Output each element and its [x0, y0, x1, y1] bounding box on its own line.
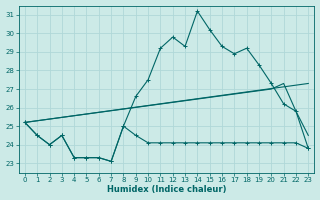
X-axis label: Humidex (Indice chaleur): Humidex (Indice chaleur) — [107, 185, 226, 194]
